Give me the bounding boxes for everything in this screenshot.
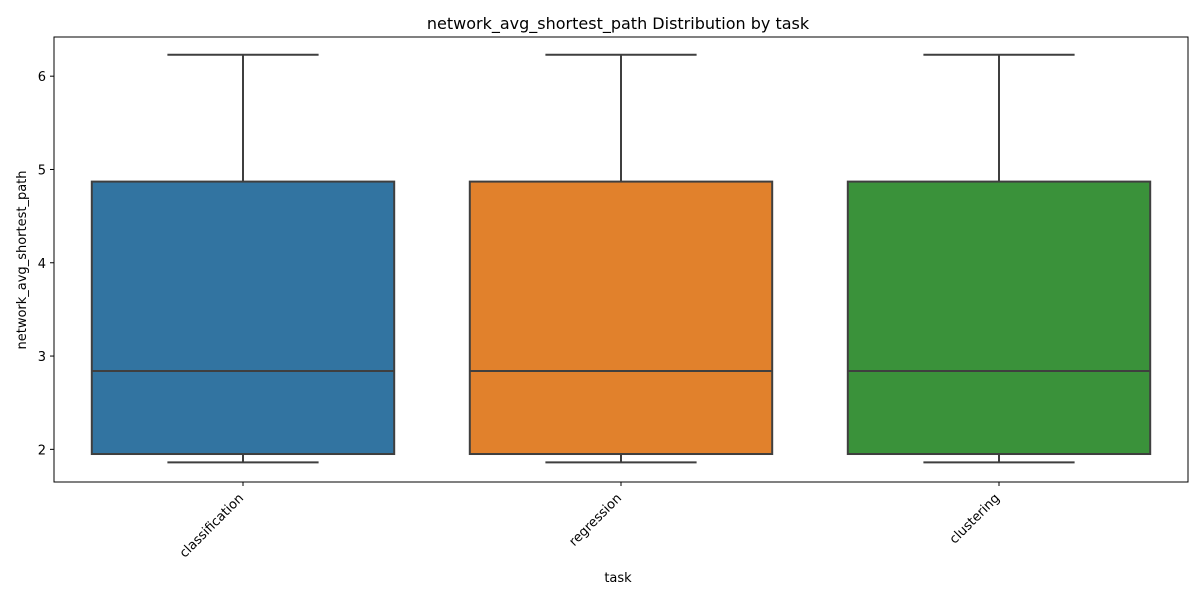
y-tick-label: 3 xyxy=(38,350,46,365)
box-body xyxy=(468,180,774,456)
box-body xyxy=(90,180,396,456)
box-clustering xyxy=(846,53,1152,464)
y-tick-label: 4 xyxy=(38,257,46,272)
plot-area xyxy=(90,53,1152,464)
x-tick-label: classification xyxy=(177,491,247,561)
y-tick-label: 6 xyxy=(38,70,46,85)
chart-title: network_avg_shortest_path Distribution b… xyxy=(427,14,810,34)
x-axis-label: task xyxy=(604,571,632,586)
x-axis: classification regression clustering xyxy=(177,482,1003,561)
x-tick-label: clustering xyxy=(947,491,1003,547)
y-axis-label: network_avg_shortest_path xyxy=(15,170,30,349)
box-regression xyxy=(468,53,774,464)
y-tick-label: 5 xyxy=(38,163,46,178)
box-body xyxy=(846,180,1152,456)
x-tick-label: regression xyxy=(567,491,625,549)
y-axis: 2 3 4 5 6 xyxy=(38,70,54,458)
y-tick-label: 2 xyxy=(38,443,46,458)
box-classification xyxy=(90,53,396,464)
